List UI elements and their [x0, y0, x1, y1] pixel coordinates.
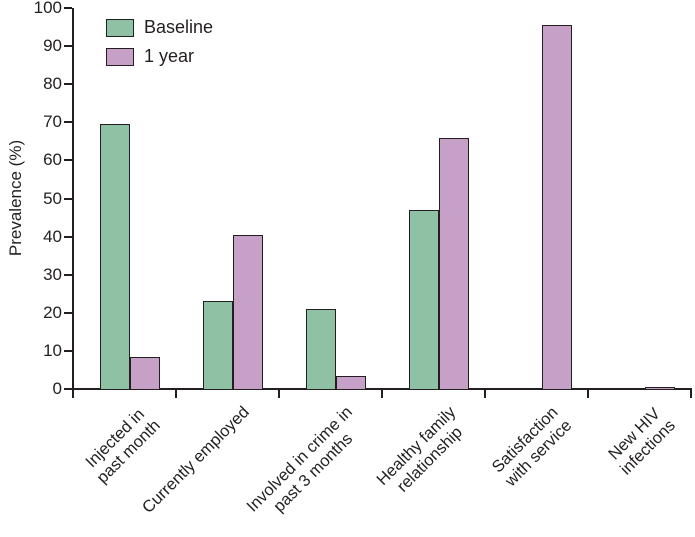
x-tick-5 [587, 388, 589, 398]
bar-baseline-currently-employed [202, 301, 233, 389]
x-tick-3 [381, 388, 383, 398]
legend: Baseline 1 year [106, 17, 213, 75]
y-tick-label-60: 60 [43, 150, 62, 170]
legend-item-1-year: 1 year [106, 46, 213, 67]
x-tick-6 [690, 388, 692, 398]
y-tick-label-10: 10 [43, 340, 62, 360]
y-tick-label-40: 40 [43, 226, 62, 246]
y-tick-0 [64, 388, 72, 390]
x-label-involved-in-crime-in-past-3-months: Involved in crime in past 3 months [243, 403, 357, 516]
bar-1-year-new-hiv-infections [644, 387, 675, 389]
legend-label-baseline: Baseline [144, 17, 214, 37]
x-tick-4 [484, 388, 486, 398]
y-tick-50 [64, 197, 72, 200]
bar-1-year-currently-employed [232, 234, 263, 389]
x-label-injected-in-past-month: Injected in past month [82, 405, 164, 487]
x-tick-2 [278, 388, 280, 398]
x-label-healthy-family-relationship: Healthy family relationship [373, 403, 466, 496]
y-tick-label-50: 50 [43, 188, 62, 208]
bar-1-year-healthy-family-relationship [438, 137, 469, 389]
legend-item-baseline: Baseline [106, 17, 213, 38]
legend-label-1-year: 1 year [144, 46, 195, 66]
bar-1-year-involved-in-crime-in-past-3-months [335, 375, 366, 389]
y-tick-60 [64, 159, 72, 162]
y-tick-label-20: 20 [43, 302, 62, 322]
y-axis-line [72, 8, 74, 390]
x-tick-1 [175, 388, 177, 398]
legend-swatch-1-year [106, 47, 134, 66]
bar-1-year-satisfaction-with-service [541, 25, 572, 389]
y-tick-100 [64, 7, 72, 9]
bar-baseline-healthy-family-relationship [408, 209, 439, 389]
x-label-currently-employed: Currently employed [139, 403, 254, 517]
y-tick-40 [64, 235, 72, 238]
legend-swatch-baseline [106, 18, 134, 37]
y-tick-label-90: 90 [43, 36, 62, 56]
y-tick-label-70: 70 [43, 112, 62, 132]
y-tick-30 [64, 273, 72, 276]
y-tick-label-100: 100 [33, 0, 62, 17]
y-tick-label-0: 0 [52, 379, 62, 398]
x-label-new-hiv-infections: New HIV infections [604, 404, 679, 479]
y-tick-label-80: 80 [43, 74, 62, 94]
y-tick-80 [64, 83, 72, 86]
bar-baseline-involved-in-crime-in-past-3-months [305, 308, 336, 389]
y-tick-90 [64, 45, 72, 48]
y-tick-20 [64, 311, 72, 314]
x-label-satisfaction-with-service: Satisfaction with service [488, 403, 576, 490]
x-tick-0 [72, 388, 74, 398]
bar-baseline-injected-in-past-month [99, 124, 130, 389]
y-tick-70 [64, 121, 72, 124]
bar-1-year-injected-in-past-month [129, 356, 160, 389]
y-tick-10 [64, 349, 72, 352]
y-tick-label-30: 30 [43, 264, 62, 284]
